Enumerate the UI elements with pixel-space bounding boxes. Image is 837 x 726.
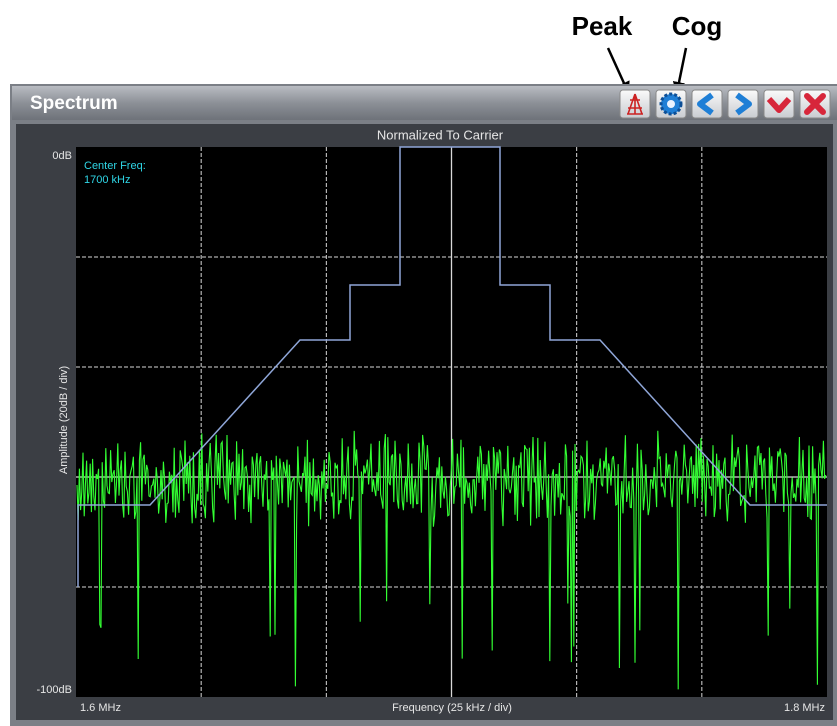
annotation: Cog bbox=[672, 11, 723, 41]
y-axis-label: Amplitude (20dB / div) bbox=[58, 366, 70, 474]
forward-button[interactable] bbox=[727, 89, 759, 119]
window-title: Spectrum bbox=[30, 93, 118, 114]
spectrum-trace bbox=[76, 430, 827, 690]
mask-line bbox=[77, 146, 827, 587]
x-right-label: 1.8 MHz bbox=[784, 702, 825, 714]
minimize-button[interactable] bbox=[763, 89, 795, 119]
close-button[interactable] bbox=[799, 89, 831, 119]
plot-title: Normalized To Carrier bbox=[377, 127, 504, 142]
center-freq-label: Center Freq: bbox=[84, 160, 146, 172]
y-top-label: 0dB bbox=[52, 150, 72, 162]
x-axis-label: Frequency (25 kHz / div) bbox=[392, 702, 512, 714]
peak-button[interactable] bbox=[619, 89, 651, 119]
x-left-label: 1.6 MHz bbox=[80, 702, 121, 714]
annotation: Peak bbox=[572, 11, 633, 41]
grid bbox=[76, 147, 827, 697]
settings-button[interactable] bbox=[655, 89, 687, 119]
back-button[interactable] bbox=[691, 89, 723, 119]
y-bottom-label: -100dB bbox=[37, 684, 72, 696]
center-freq-value: 1700 kHz bbox=[84, 174, 130, 186]
